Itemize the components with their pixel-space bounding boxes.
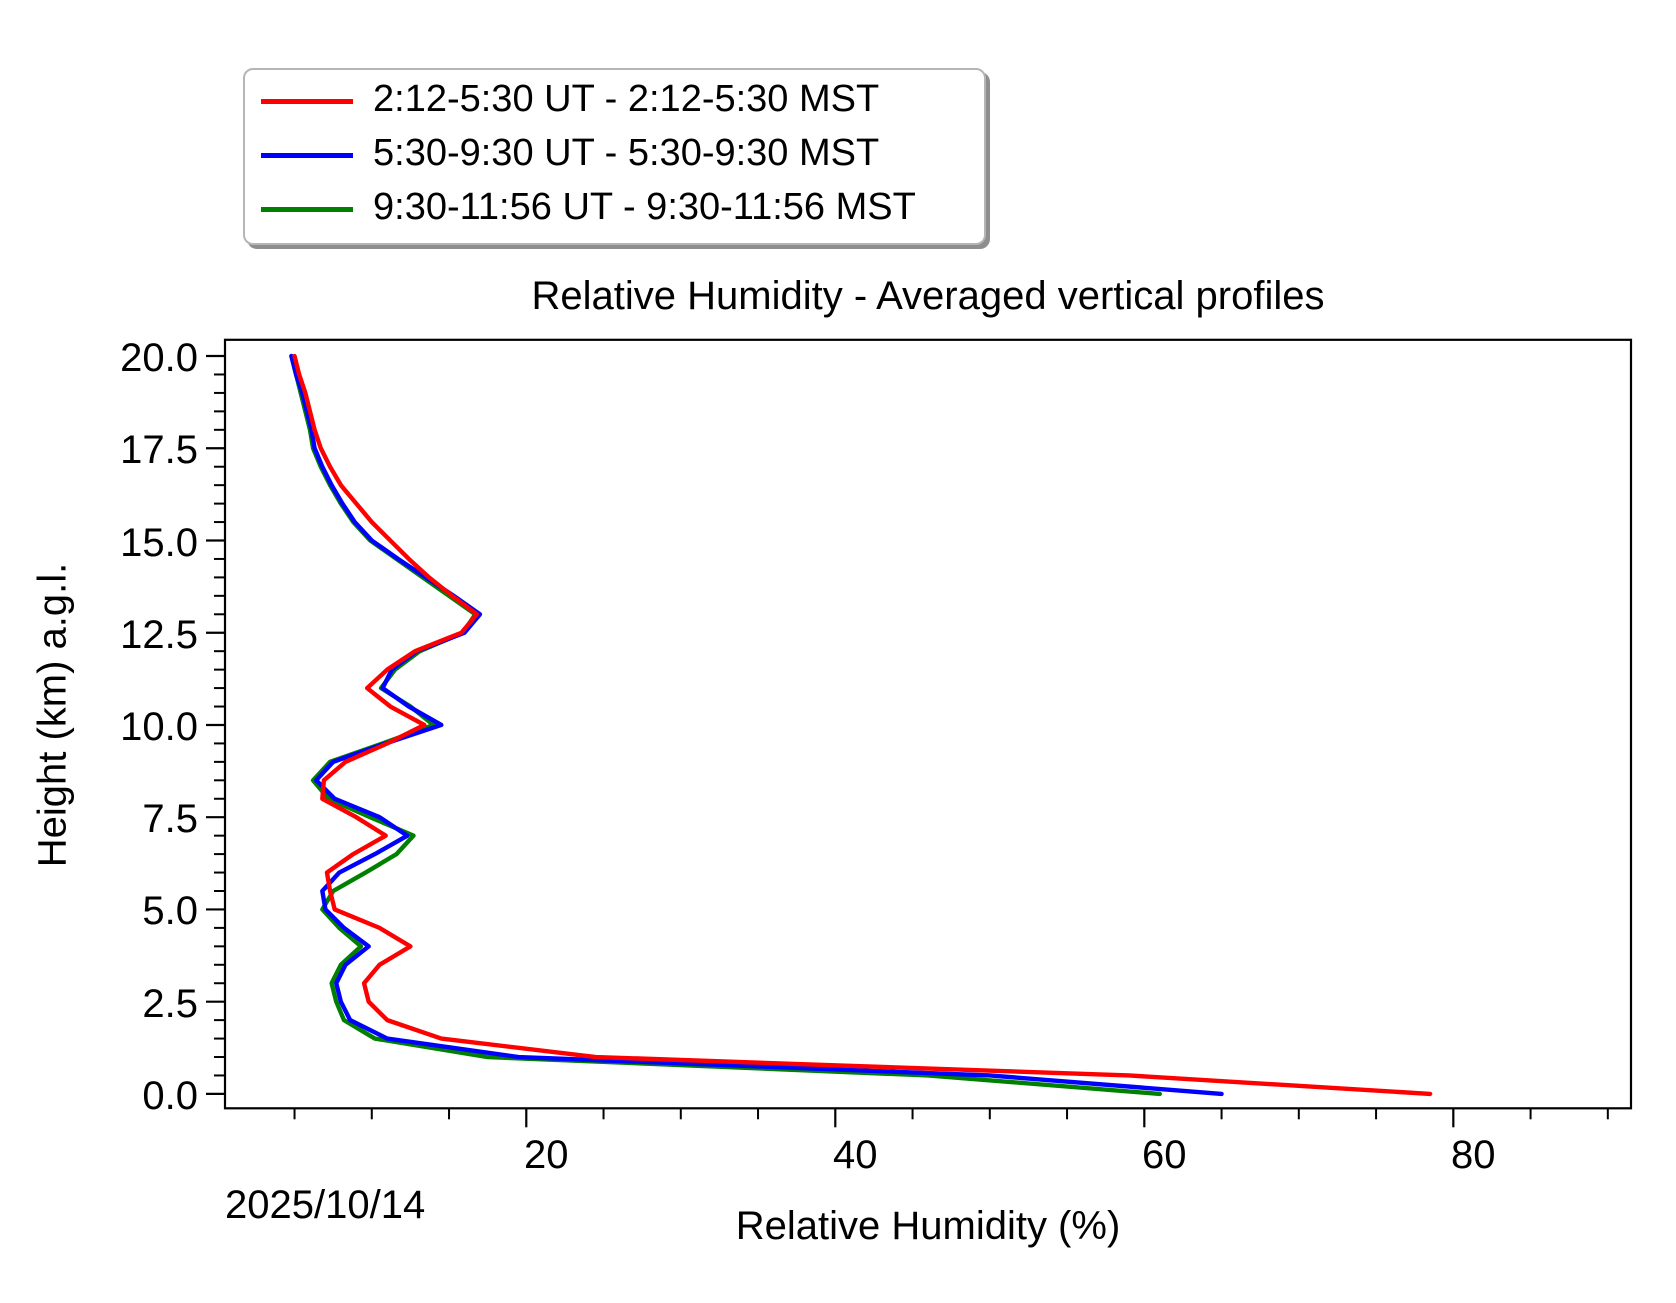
svg-text:Height (km) a.g.l.: Height (km) a.g.l. — [31, 563, 75, 868]
